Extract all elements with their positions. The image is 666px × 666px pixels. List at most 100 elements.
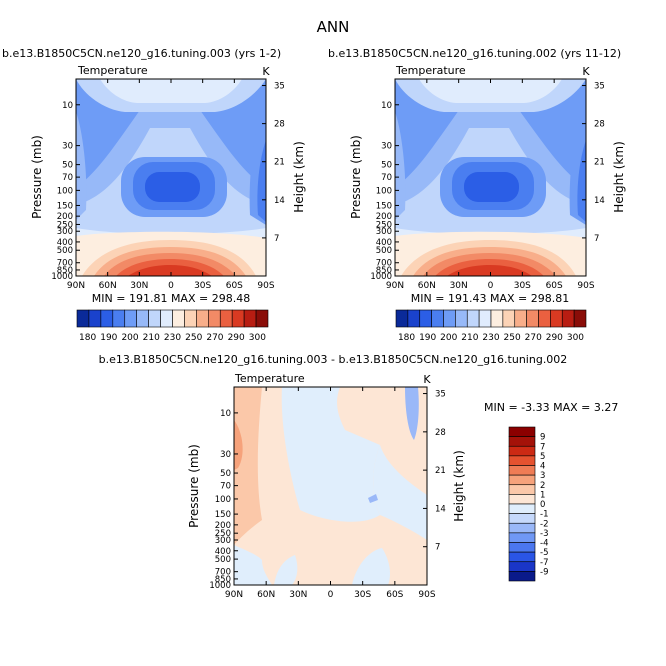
panel-b-colorbar-label: 230 (482, 333, 499, 343)
panel-b-colorbar-label: 180 (398, 333, 415, 343)
panel-c-p-tick-label: 150 (215, 510, 231, 520)
panel-a-h-tick-label: 14 (274, 196, 285, 206)
panel-c-colorbar-swatch (508, 436, 536, 447)
panel-c-colorbar-swatch (508, 571, 536, 582)
panel-a-h-tick-label: 7 (274, 234, 279, 244)
panel-a-p-tick-label: 700 (57, 259, 73, 269)
panel-a-p-tick-label: 100 (57, 186, 73, 196)
panel-b-colorbar: 180 190 200 210 230 250 270 290 300 (395, 309, 587, 343)
panel-a-contour-field (76, 79, 266, 276)
panel-a-colorbar-swatch (208, 309, 221, 328)
panel-c-colorbar-swatch (508, 513, 536, 524)
panel-a-p-tick-label: 250 (57, 220, 73, 230)
panel-c-x-tick-label: 90S (418, 590, 435, 600)
panel-b-colorbar-swatch (550, 309, 563, 328)
panel-c-colorbar-swatch (508, 503, 536, 514)
panel-c-p-tick-label: 500 (215, 555, 231, 565)
figure-title: ANN (317, 18, 350, 36)
panel-a-p-tick-label: 150 (57, 201, 73, 211)
panel-b-colorbar-swatch (455, 309, 468, 328)
panel-c-colorbar-label: -3 (540, 529, 548, 539)
panel-b-unit-label: K (582, 65, 590, 78)
panel-a-colorbar-label: 290 (228, 333, 245, 343)
panel-c-colorbar-swatch (508, 551, 536, 563)
panel-b-colorbar-swatch (573, 309, 587, 328)
panel-b-colorbar-label: 200 (440, 333, 457, 343)
panel-model-003: b.e13.B1850C5CN.ne120_g16.tuning.003 (yr… (2, 47, 306, 343)
panel-a-axes: 90N 60N 30N 0 30S 60S 90S103050701001502002503… (51, 79, 285, 291)
panel-a-unit-label: K (262, 65, 270, 78)
panel-c-x-tick-label: 30S (354, 590, 371, 600)
panel-b-colorbar-label: 210 (461, 333, 478, 343)
panel-a-p-tick-label: 300 (57, 227, 73, 237)
panel-b-colorbar-swatch (502, 309, 516, 328)
panel-a-colorbar-swatch (172, 309, 185, 328)
panel-b-p-tick-label: 300 (376, 227, 392, 237)
panel-b-p-tick-label: 850 (376, 266, 392, 276)
panel-c-h-tick-label: 35 (435, 390, 446, 400)
panel-c-colorbar-swatch (508, 465, 536, 476)
panel-a-x-tick-label: 30N (130, 281, 148, 291)
panel-c-p-tick-label: 850 (215, 575, 231, 585)
panel-b-p-tick-label: 50 (381, 161, 392, 171)
panel-difference: b.e13.B1850C5CN.ne120_g16.tuning.003 - b… (99, 353, 619, 600)
panel-b-x-tick-label: 60N (418, 281, 436, 291)
panel-c-x-tick-label: 0 (328, 590, 334, 600)
panel-c-stats: MIN = -3.33 MAX = 3.27 (484, 401, 618, 414)
panel-b-p-tick-label: 70 (381, 173, 392, 183)
panel-a-x-tick-label: 90N (67, 281, 85, 291)
panel-a-colorbar-swatch (124, 309, 137, 328)
panel-c-x-tick-label: 30N (289, 590, 307, 600)
panel-a-ylabel-left: Pressure (mb) (30, 135, 44, 219)
panel-a-title: b.e13.B1850C5CN.ne120_g16.tuning.003 (yr… (2, 47, 281, 60)
panel-a-x-tick-label: 0 (168, 281, 174, 291)
panel-b-p-tick-label: 500 (376, 246, 392, 256)
panel-b-p-tick-label: 100 (376, 186, 392, 196)
panel-c-p-tick-label: 200 (215, 521, 231, 531)
panel-a-colorbar-swatch (255, 309, 269, 328)
panel-b-h-tick-label: 14 (594, 196, 605, 206)
panel-a-x-tick-label: 60S (226, 281, 243, 291)
panel-c-unit-label: K (423, 373, 431, 386)
panel-b-x-tick-label: 0 (488, 281, 494, 291)
panel-c-p-tick-label: 30 (220, 450, 231, 460)
panel-c-colorbar-label: 9 (540, 433, 545, 443)
panel-a-colorbar-label: 270 (206, 333, 223, 343)
panel-c-p-tick-label: 400 (215, 547, 231, 557)
panel-b-ylabel-right: Height (km) (612, 141, 626, 212)
panel-c-p-tick-label: 50 (220, 469, 231, 479)
panel-b-colorbar-swatch (395, 309, 409, 328)
panel-c-p-tick-label: 10 (220, 409, 231, 419)
panel-b-x-tick-label: 60S (546, 281, 563, 291)
panel-c-p-tick-label: 300 (215, 536, 231, 546)
panel-b-colorbar-label: 250 (504, 333, 521, 343)
panel-b-h-tick-label: 7 (594, 234, 599, 244)
panel-b-h-tick-label: 28 (594, 120, 605, 130)
panel-a-colorbar-label: 210 (143, 333, 160, 343)
panel-a-colorbar-swatch (112, 309, 126, 328)
panel-b-p-tick-label: 30 (381, 142, 392, 152)
panel-c-colorbar-label: -1 (540, 510, 548, 520)
panel-c-h-tick-label: 21 (435, 466, 446, 476)
panel-c-variable-label: Temperature (234, 372, 305, 385)
panel-a-stats: MIN = 191.81 MAX = 298.48 (92, 292, 250, 305)
panel-b-p-tick-label: 1000 (370, 272, 392, 282)
panel-a-colorbar-swatch (136, 309, 149, 328)
panel-b-p-tick-label: 10 (381, 101, 392, 111)
panel-b-x-tick-label: 30S (514, 281, 531, 291)
panel-b-colorbar-swatch (538, 309, 551, 328)
panel-a-colorbar-swatch (76, 309, 90, 328)
panel-c-x-tick-label: 60S (386, 590, 403, 600)
panel-a-colorbar-swatch (100, 309, 114, 328)
panel-c-x-tick-label: 90N (225, 590, 243, 600)
panel-b-axes: 90N 60N 30N 0 30S 60S 90S103050701001502002503… (370, 79, 605, 291)
panel-c-colorbar-swatch (508, 445, 536, 457)
panel-a-colorbar-swatch (160, 309, 173, 328)
panel-b-colorbar-label: 270 (525, 333, 542, 343)
panel-a-colorbar-swatch (231, 309, 245, 328)
panel-b-x-tick-label: 90S (577, 281, 594, 291)
panel-c-p-tick-label: 1000 (209, 581, 231, 591)
panel-b-h-tick-label: 35 (594, 82, 605, 92)
